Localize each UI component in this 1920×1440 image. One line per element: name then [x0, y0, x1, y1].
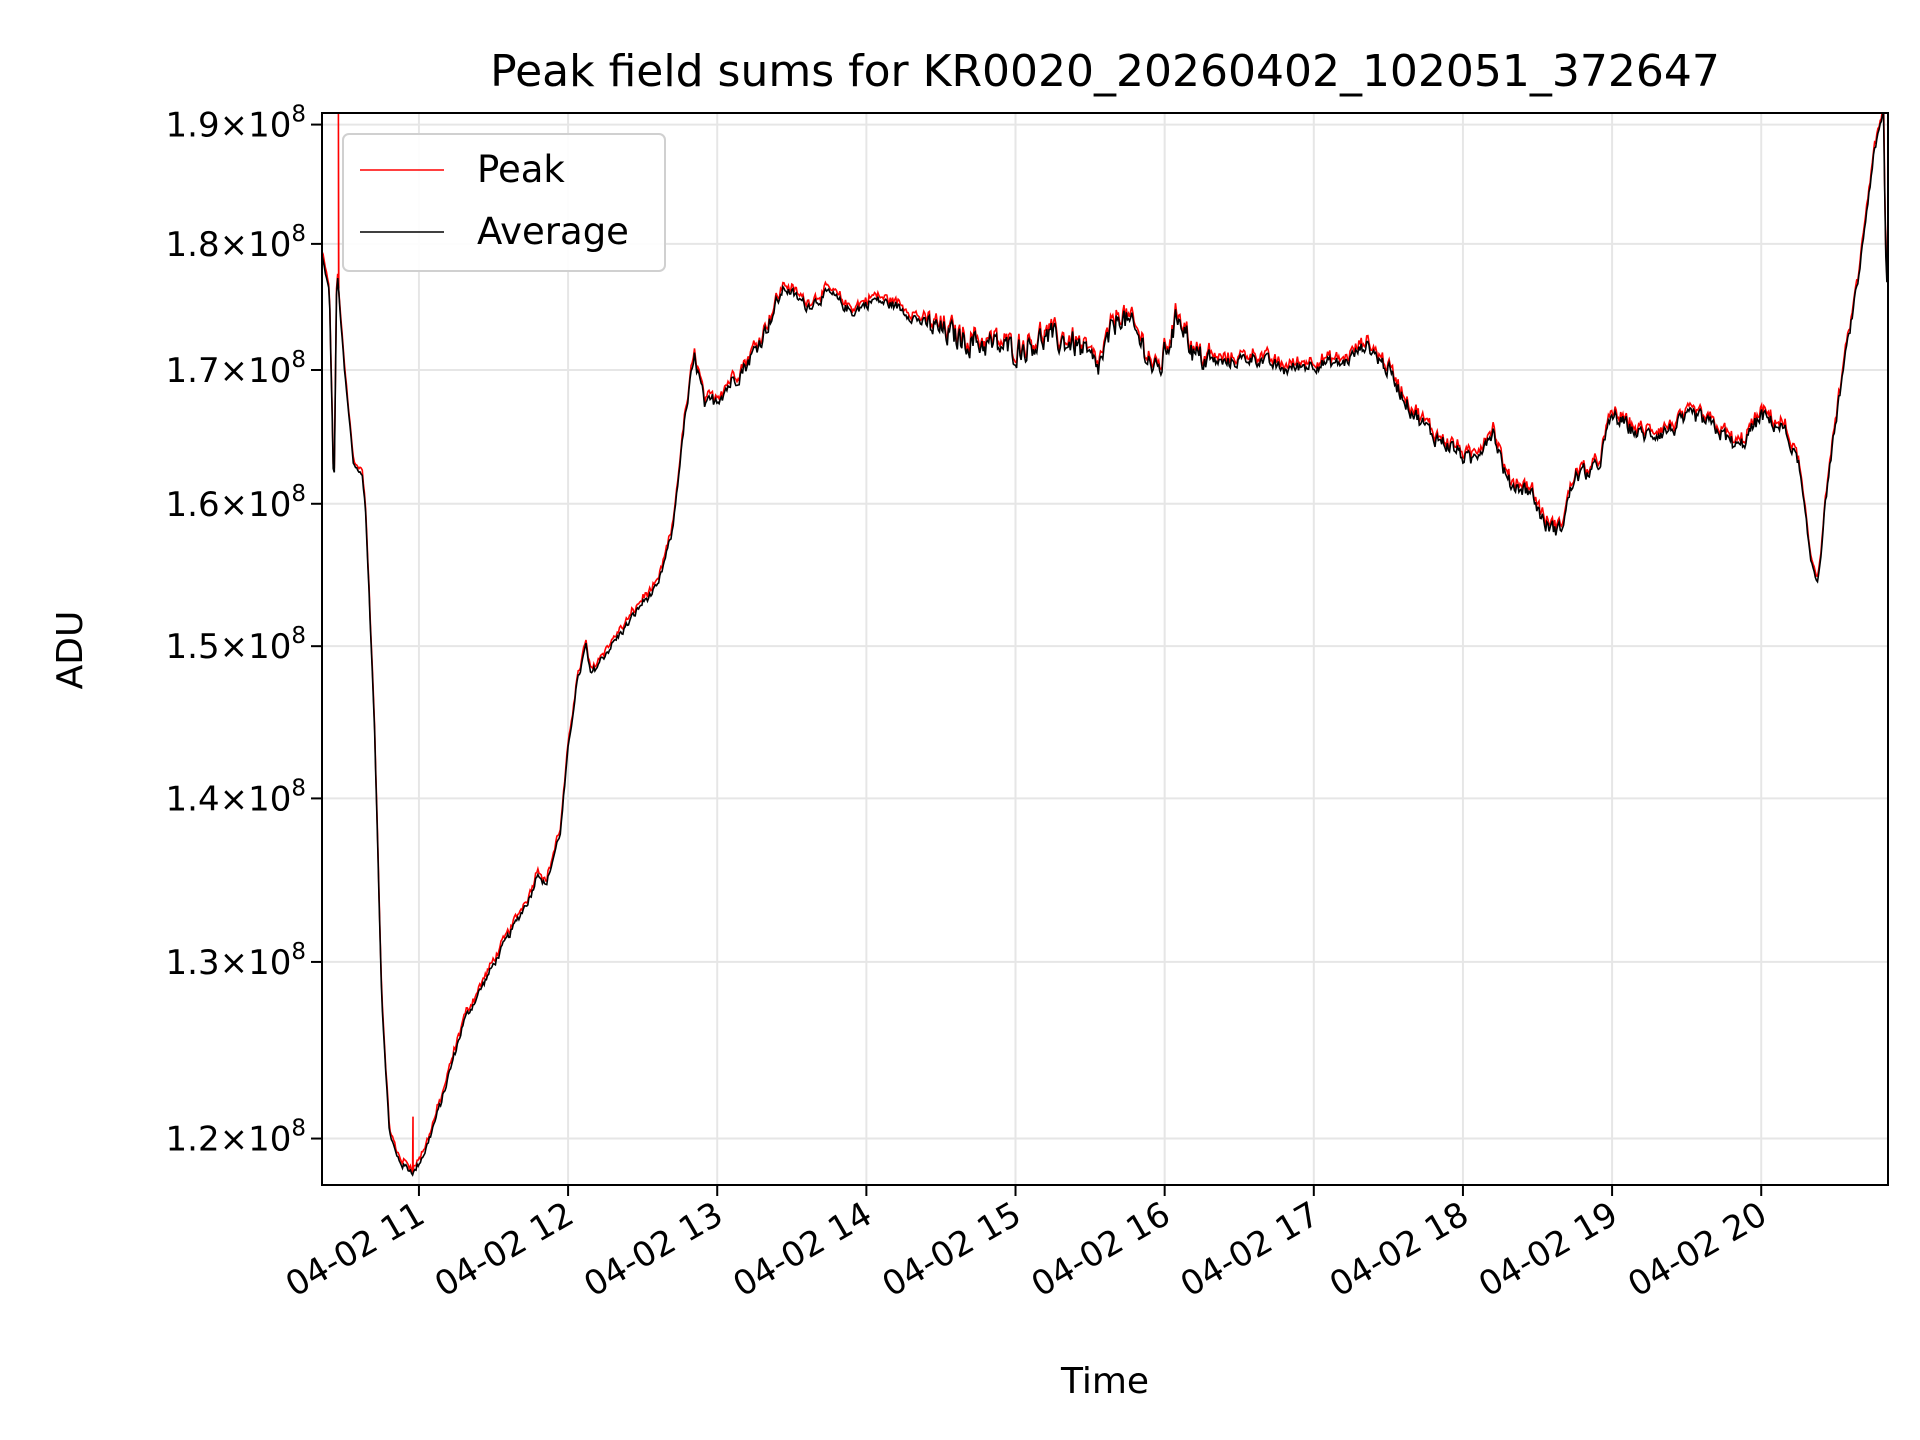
x-axis-label: Time — [1060, 1361, 1149, 1402]
y-axis: 1.2×108 1.3×108 1.4×108 1.5×108 1.6×108 1.7×1… — [166, 102, 322, 1160]
series-layer — [322, 113, 1888, 1177]
y-axis-label: ADU — [50, 611, 91, 690]
grid — [322, 113, 1888, 1185]
y-tick-label: 1.5×108 — [166, 623, 306, 667]
legend-average-label: Average — [477, 210, 629, 253]
y-tick-label: 1.3×108 — [166, 939, 306, 983]
y-tick-label: 1.8×108 — [166, 221, 306, 265]
y-tick-label: 1.4×108 — [166, 775, 306, 819]
y-tick-label: 1.7×108 — [166, 347, 306, 391]
legend-peak-label: Peak — [477, 148, 565, 191]
series-line-average — [322, 113, 1888, 1177]
plot-frame — [321, 112, 1889, 1186]
legend: Peak Average — [342, 133, 666, 272]
y-tick-label: 1.6×108 — [166, 481, 306, 525]
y-tick-label: 1.9×108 — [166, 102, 306, 146]
legend-box — [342, 133, 666, 272]
y-tick-label: 1.2×108 — [166, 1116, 306, 1160]
chart-title: Peak field sums for KR0020_20260402_1020… — [490, 46, 1720, 97]
